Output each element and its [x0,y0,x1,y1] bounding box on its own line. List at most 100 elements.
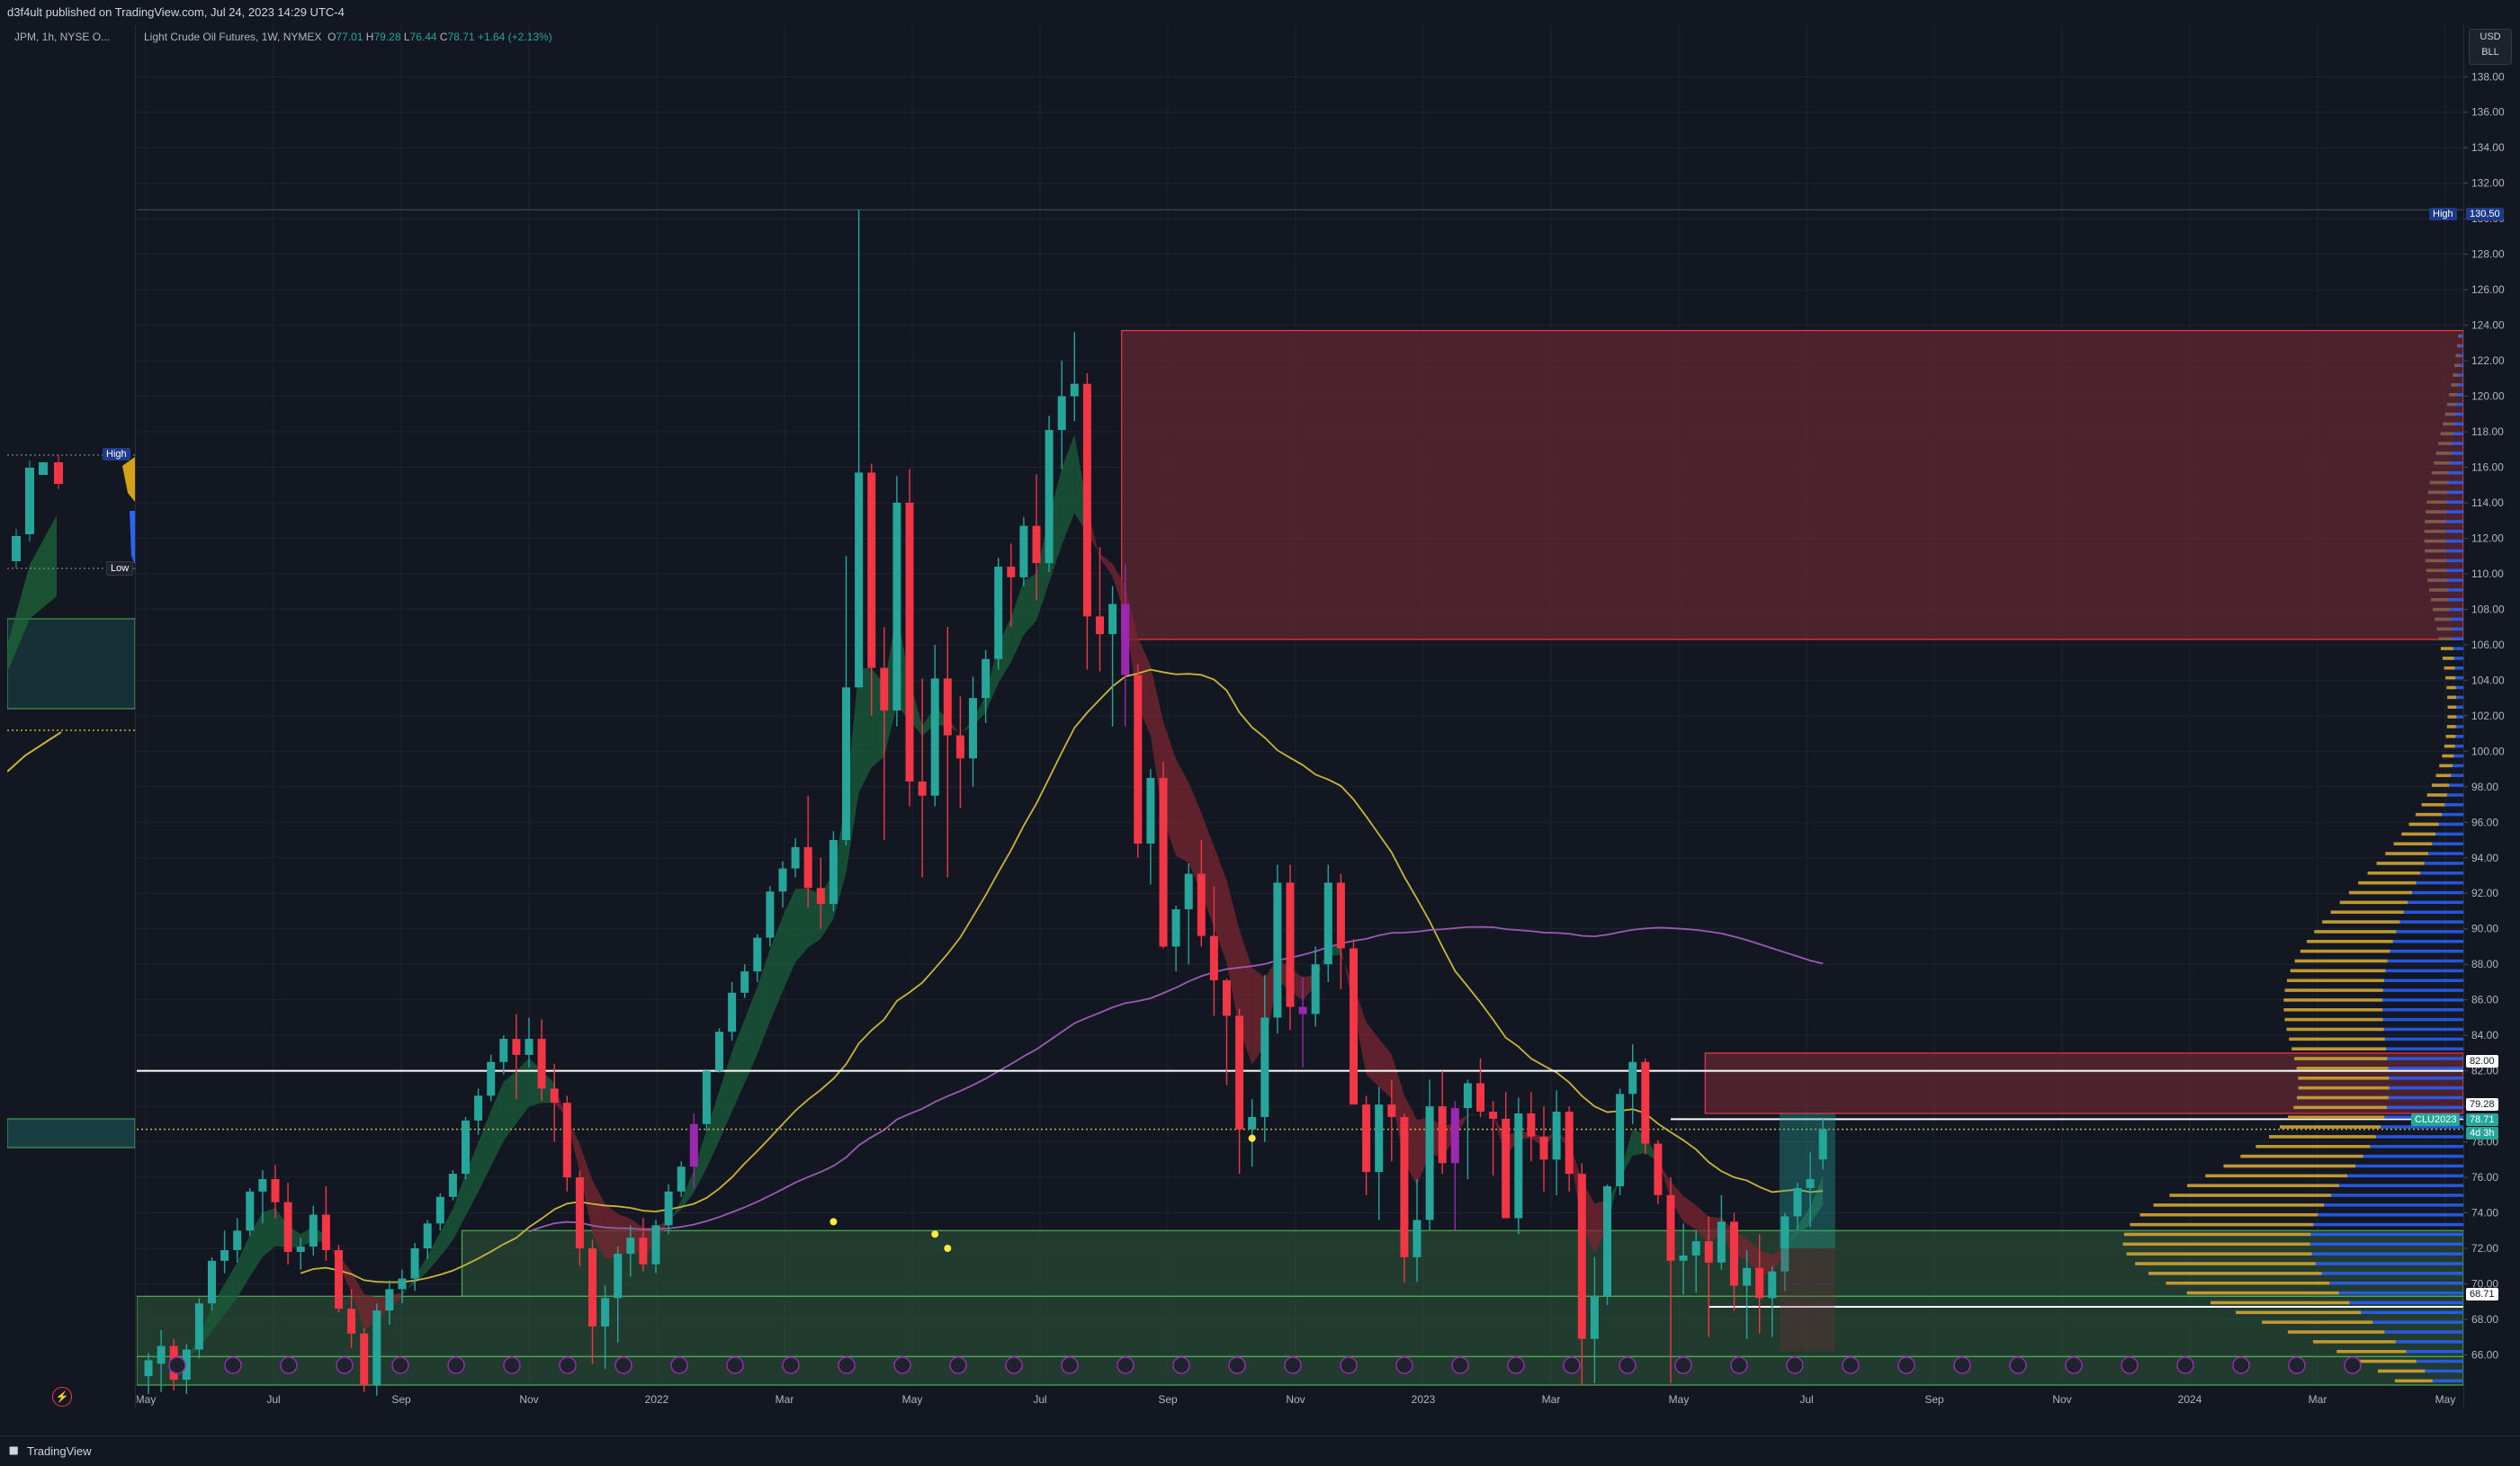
event-marker-icon [2344,1356,2362,1374]
position-box-profit [1779,1113,1835,1249]
volume-bar-up [2442,754,2454,758]
candle-body [1108,603,1117,635]
ribbon-segment [947,718,961,735]
open-label: O [327,31,336,43]
volume-bar-up [2444,744,2455,748]
candle-body [208,1260,216,1304]
x-tick-label: Nov [1286,1393,1305,1406]
candle-body [1514,1113,1523,1219]
candle-body [1248,1116,1257,1130]
volume-bar-up [2447,695,2457,700]
candle-body [1691,1241,1700,1256]
x-tick-label: Sep [1158,1393,1178,1406]
event-marker-icon [1284,1356,1302,1374]
price-chart[interactable]: May Jul Sep Nov 2022 Mar May Jul Sep Nov 2023 Mar Ma… [137,25,2463,1408]
event-marker-icon [224,1356,242,1374]
main-chart-pane[interactable]: May Jul Sep Nov 2022 Mar May Jul Sep Nov 2023 Mar Ma… [137,25,2463,1408]
x-tick-label: Jul [1033,1393,1046,1406]
candle-body [664,1191,673,1226]
candle-body [930,678,939,796]
symbol-label[interactable]: Light Crude Oil Futures, 1W, NYMEX [144,31,322,43]
volume-bar-up [2429,588,2448,592]
volume-bar-up [2348,890,2412,895]
ribbon-segment [1112,563,1125,616]
candle-body [1375,1104,1384,1173]
volume-bar-up [2205,1174,2348,1178]
candle-body [1527,1113,1536,1137]
candle-body [1502,1118,1511,1219]
volume-bar-up [2433,607,2450,612]
candle-body [321,1214,330,1250]
lightning-icon[interactable]: ⚡ [52,1387,72,1407]
candle-body [1793,1187,1802,1217]
volume-bar-up [2358,880,2417,885]
y-tick-label: 110.00 [2471,568,2504,580]
volume-bar-up [2438,637,2453,640]
ribbon-segment [998,617,1011,684]
y-tick-label: 82.00 [2471,1065,2498,1077]
volume-bar-up [2438,442,2453,445]
x-tick-label: May [137,1393,156,1406]
candle-body [1539,1136,1548,1160]
x-tick-label: Jul [266,1393,280,1406]
candle-body [309,1214,318,1247]
candle-body [588,1248,596,1327]
left-pane-legend[interactable]: JPM, 1h, NYSE O... [14,31,111,43]
candle-body [1628,1061,1637,1095]
volume-bar-up [2294,959,2388,963]
y-tick-label: 98.00 [2471,781,2498,793]
footer-brand[interactable]: TradingView [27,1444,92,1458]
x-tick-label: Mar [2309,1393,2327,1406]
candle-body [1463,1083,1472,1109]
candle-body [1323,882,1332,965]
candle-body [677,1167,686,1192]
signal-dot [1248,1134,1256,1142]
ribbon-segment [1214,846,1227,963]
volume-bar-up [2431,783,2450,787]
ribbon-segment [1023,573,1036,635]
candle-body [435,1196,444,1224]
volume-bar-up [2283,1008,2383,1012]
volume-bar-up [2434,461,2451,465]
ribbon-segment [224,1262,238,1315]
main-legend: Light Crude Oil Futures, 1W, NYMEX O77.0… [144,31,552,43]
left-chart-pane[interactable]: JPM, 1h, NYSE O... High Low ⚡ 25 [7,25,136,1408]
y-tick-label: 118.00 [2471,425,2504,438]
candle-body [1197,873,1206,936]
event-marker-icon [893,1356,911,1374]
candle-body [1336,882,1345,949]
event-marker-icon [1172,1356,1190,1374]
left-volume-profile-blue [130,511,135,565]
candle-body [1260,1017,1269,1117]
candle-body [1350,948,1358,1105]
x-tick-label: Jul [1799,1393,1813,1406]
y-tick-label: 116.00 [2471,461,2504,474]
ribbon-segment [769,916,783,1022]
event-marker-icon [1730,1356,1748,1374]
zone-green [137,1295,2463,1358]
ribbon-segment [1315,944,1329,987]
y-tick-label: 90.00 [2471,923,2498,935]
currency-unit-button[interactable]: USD BLL [2469,29,2512,65]
event-marker-icon [168,1356,186,1374]
x-tick-label: 2022 [645,1393,669,1406]
price-axis[interactable]: 138.00136.00134.00132.00130.00128.00126.… [2463,25,2520,1408]
candle-body [1223,979,1231,1016]
event-marker-icon [1340,1356,1358,1374]
symbol-tag: CLU2023 [2411,1113,2461,1126]
ribbon-segment [478,1110,491,1193]
volume-bar-up [2426,500,2447,504]
ribbon-segment [1176,759,1189,863]
ribbon-segment [1607,1173,1620,1227]
tradingview-logo-icon[interactable]: ⯀ [9,1444,19,1458]
volume-bar-up [2429,480,2449,485]
ribbon-segment [605,1203,618,1260]
candle-body [1121,603,1130,675]
volume-bar-up [2186,1291,2339,1295]
ribbon-segment [719,1051,732,1141]
y-tick-label: 106.00 [2471,639,2505,651]
candle-body [689,1123,698,1167]
ribbon-segment [1810,1175,1824,1224]
candle-body [1387,1104,1396,1117]
event-marker-icon [1117,1356,1134,1374]
